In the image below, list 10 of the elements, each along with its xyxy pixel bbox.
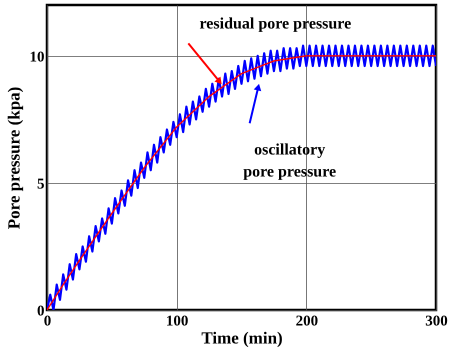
x-tick-label: 300 [425, 314, 448, 330]
y-tick-label: 0 [37, 304, 44, 320]
annotation: oscillatory pore pressure [243, 141, 336, 180]
y-tick-label: 5 [37, 176, 44, 192]
x-tick-label: 200 [296, 314, 318, 330]
y-tick-label: 10 [30, 49, 44, 66]
x-tick-label: 100 [166, 314, 188, 330]
x-axis-title: Time (min) [201, 328, 283, 348]
y-axis-title: Pore pressure (kpa) [4, 86, 24, 230]
annotation: residual pore pressure [199, 15, 352, 32]
